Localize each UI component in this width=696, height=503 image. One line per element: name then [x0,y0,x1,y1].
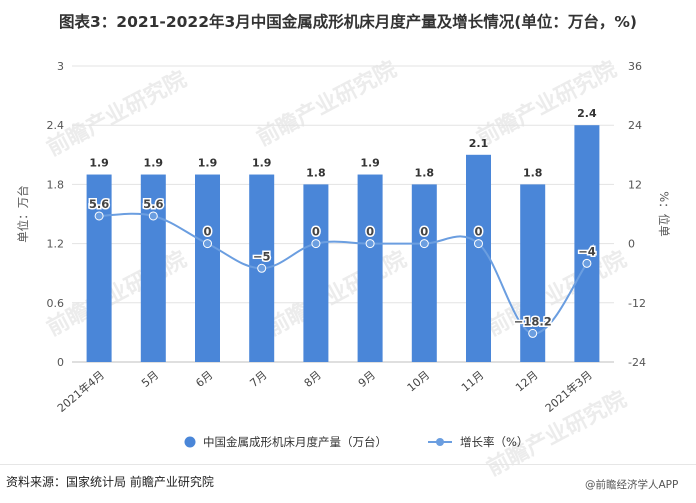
growth-label-halo: −4 [578,244,596,258]
left-tick-label: 1.8 [47,178,65,191]
legend-bar-label: 中国金属成形机床月度产量（万台） [203,435,387,449]
y2-axis-title: %：位单 [657,191,671,236]
growth-label-halo: 0 [474,225,482,239]
x-tick-label: 8月 [302,368,324,390]
source-note: 资料来源：国家统计局 前瞻产业研究院 [6,475,214,489]
growth-point [474,239,483,249]
bar-value-label: 2.4 [577,107,597,120]
x-tick-label: 6月 [193,368,215,390]
right-tick-label: 0 [628,238,635,251]
left-tick-label: 0 [57,356,64,369]
bar-value-label: 1.9 [144,157,164,170]
footer-divider [0,464,696,465]
bar-value-label: 1.9 [252,157,272,170]
bar-value-label: 2.1 [469,137,489,150]
y-axis-title: 单位：万台 [16,185,30,243]
left-tick-label: 2.4 [47,119,65,132]
growth-value-label: −4 [578,244,596,258]
growth-label-halo: 0 [420,225,428,239]
growth-value-label: 0 [312,225,320,239]
growth-point [257,263,267,273]
x-tick-label: 5月 [139,368,161,390]
bar [86,174,112,362]
bar [466,154,491,362]
chart-title: 图表3：2021-2022年3月中国金属成形机床月度产量及增长情况(单位：万台，… [59,13,637,31]
growth-point [94,211,104,221]
bar [574,125,600,362]
bar [357,174,383,362]
bar-value-label: 1.9 [89,157,109,170]
watermark-text: 前瞻产业研究院 [43,246,191,341]
x-tick-label: 7月 [247,368,269,390]
x-tick-label: 9月 [356,368,378,390]
bar [195,174,220,362]
bar [303,184,329,362]
growth-line [99,212,588,335]
growth-value-label: 0 [420,225,428,239]
growth-value-label: 5.6 [143,197,163,211]
growth-value-label: 0 [203,225,211,239]
left-tick-label: 3 [57,60,64,73]
bar [140,174,166,362]
legend-line-dot [436,438,444,446]
growth-point [365,239,375,249]
right-tick-label: 24 [628,119,642,132]
brand-credit: @前瞻经济学人APP [585,479,679,491]
growth-label-halo: −5 [253,249,271,263]
growth-value-label: 0 [366,225,374,239]
growth-value-label: 5.6 [89,197,109,211]
watermark-text: 前瞻产业研究院 [253,56,401,151]
left-tick-label: 1.2 [47,238,65,251]
growth-point [148,211,158,221]
bar-value-label: 1.8 [306,166,326,179]
growth-label-halo: 0 [203,225,211,239]
growth-point [203,239,212,249]
growth-point [419,239,429,249]
growth-value-label: −5 [253,249,271,263]
left-tick-label: 0.6 [47,297,65,310]
growth-point [528,328,538,338]
growth-point [311,239,321,249]
bar-value-label: 1.9 [360,157,380,170]
bar-value-label: 1.8 [523,166,543,179]
growth-label-halo: 5.6 [89,197,109,211]
bar-value-label: 1.8 [415,166,435,179]
bar [411,184,437,362]
growth-label-halo: 5.6 [143,197,163,211]
watermark-text: 前瞻产业研究院 [43,66,191,161]
growth-label-halo: 0 [312,225,320,239]
right-tick-label: 12 [628,178,642,191]
right-tick-label: -24 [628,356,646,369]
right-tick-label: 36 [628,60,642,73]
growth-value-label: 0 [474,225,482,239]
x-tick-label: 11月 [459,368,487,394]
growth-point [582,258,592,268]
bar-value-label: 1.9 [198,157,218,170]
right-tick-label: -12 [628,297,646,310]
growth-label-halo: −18.2 [514,314,552,328]
legend-line-label: 增长率（%） [460,435,528,449]
growth-value-label: −18.2 [514,314,552,328]
growth-label-halo: 0 [366,225,374,239]
legend-bar-marker [184,436,196,448]
x-tick-label: 10月 [405,368,433,394]
x-tick-label: 2021年4月 [54,368,107,415]
x-tick-label: 12月 [513,368,541,394]
